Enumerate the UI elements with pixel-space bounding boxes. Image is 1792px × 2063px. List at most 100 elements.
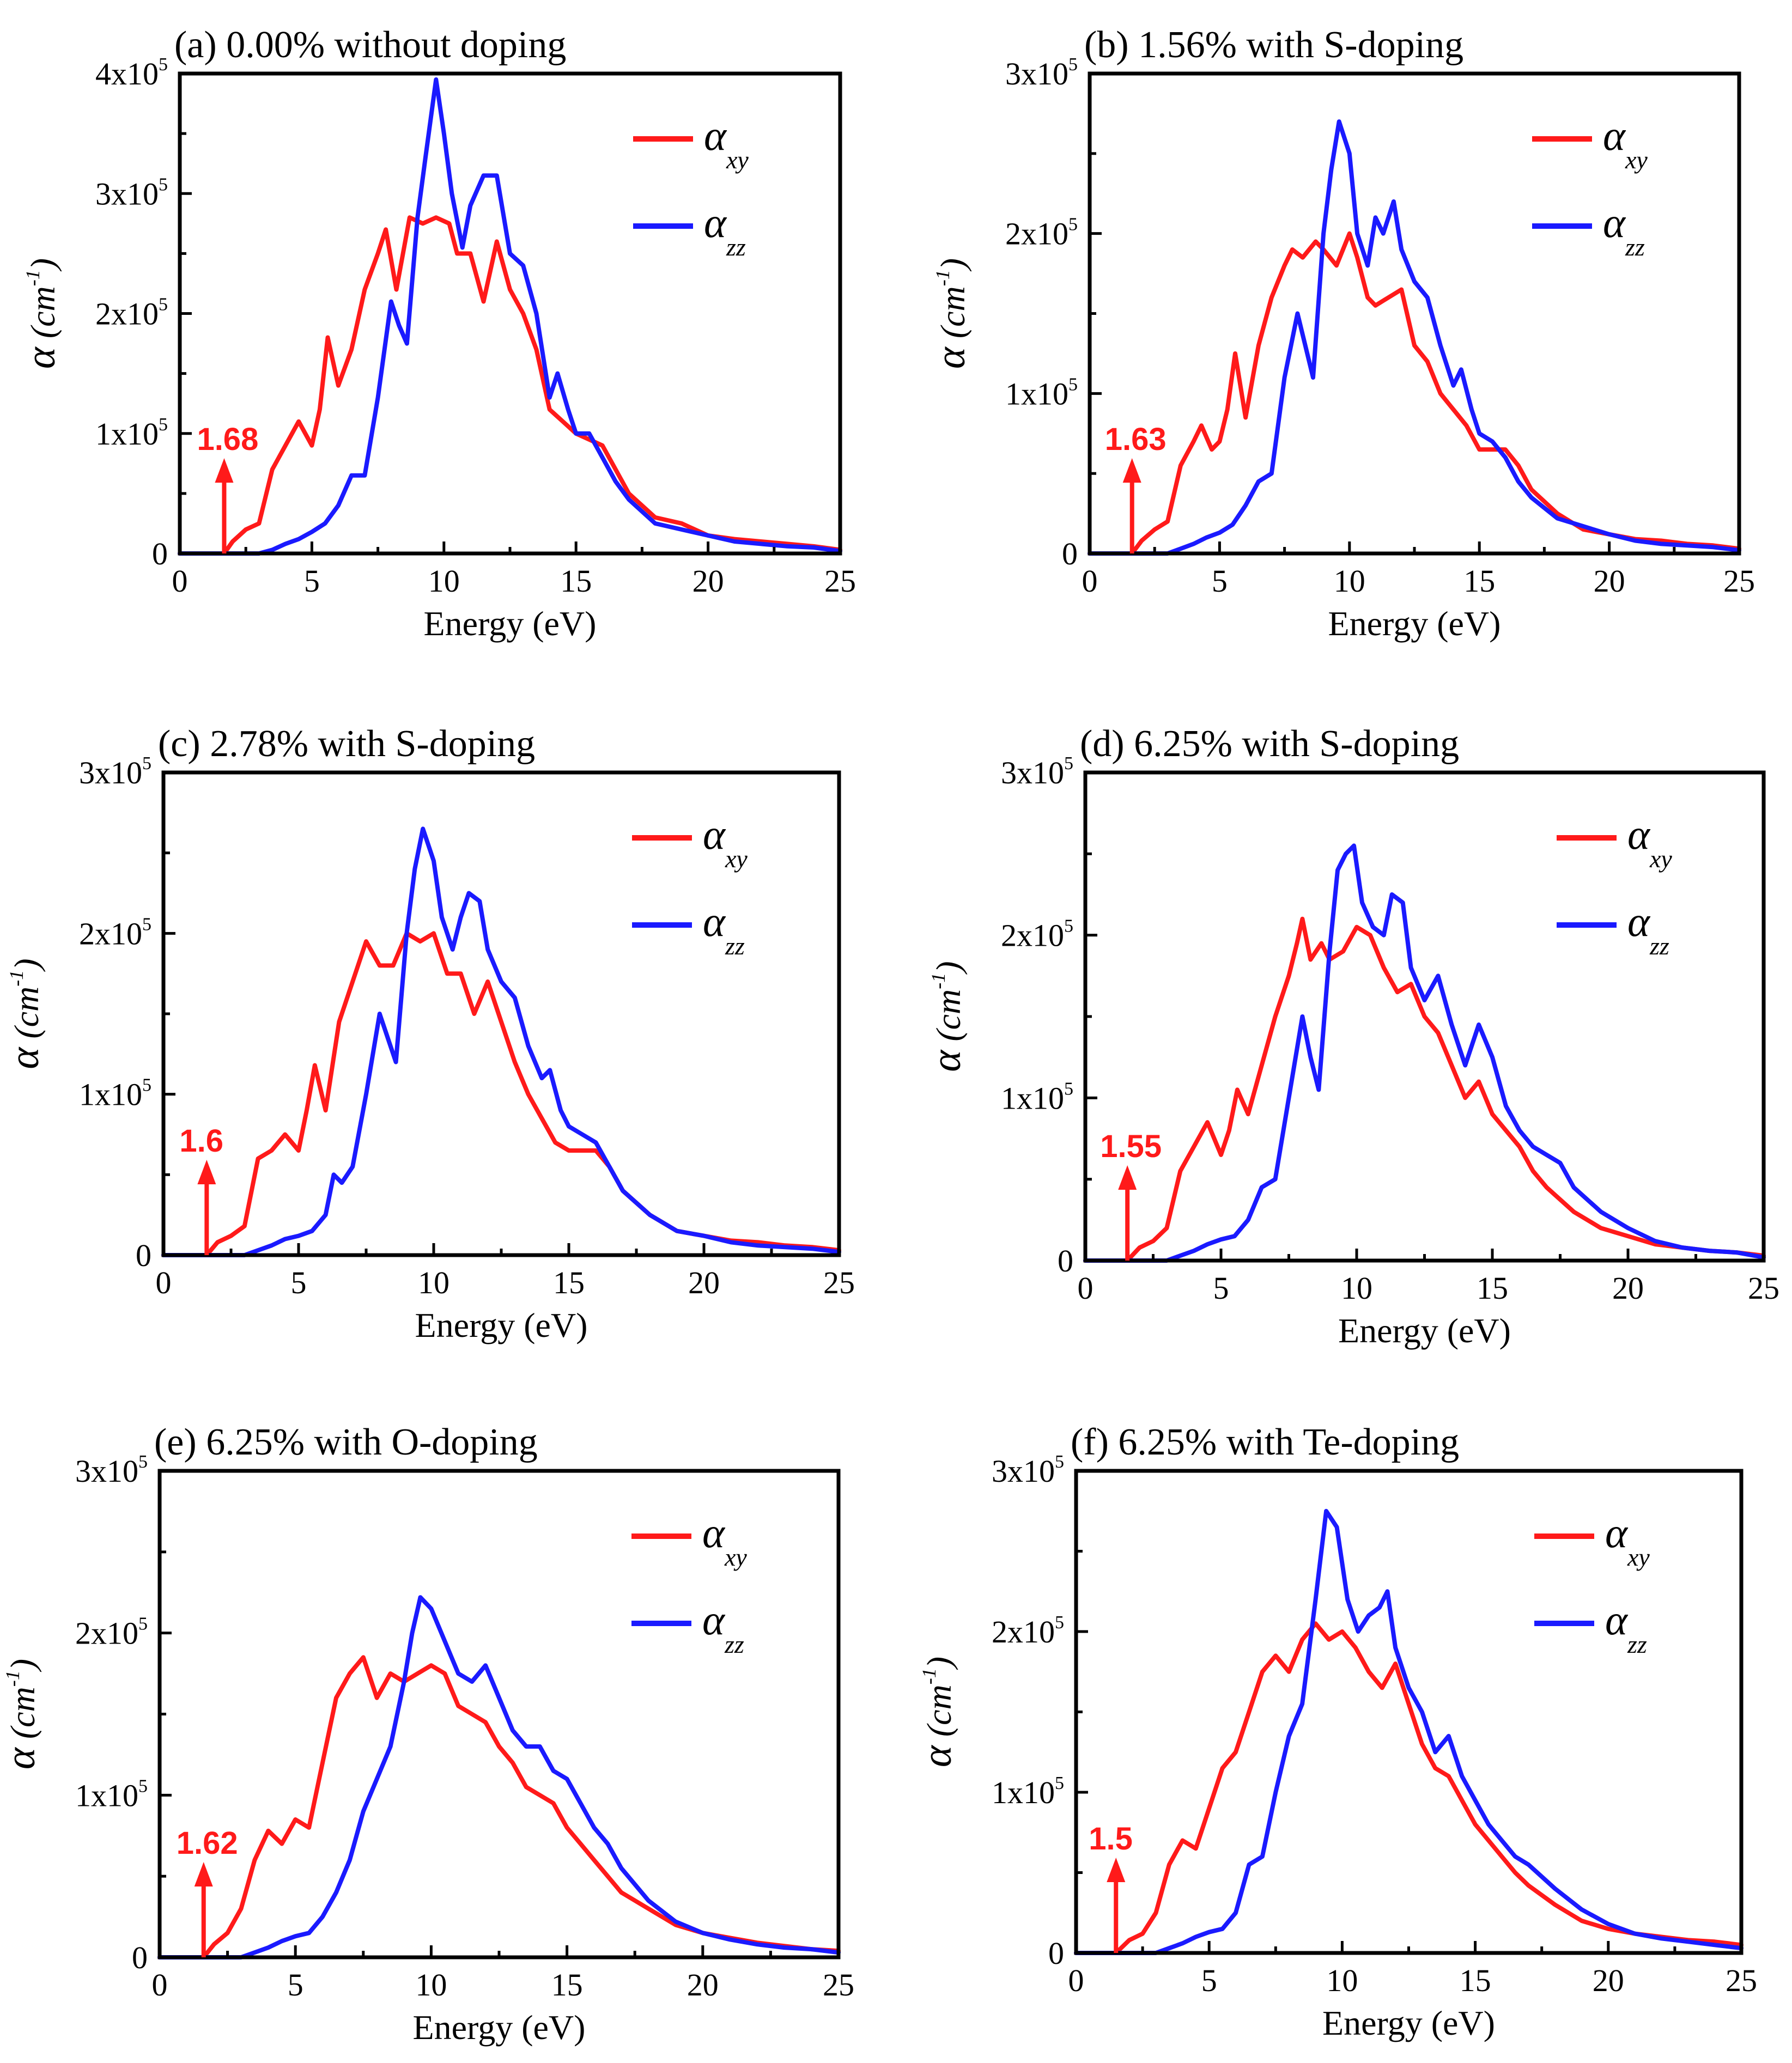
band-gap-label: 1.63	[1105, 422, 1167, 457]
legend-subscript: zz	[1627, 1630, 1647, 1658]
y-tick-label: 0	[1058, 1243, 1073, 1279]
band-gap-arrow-head	[1118, 1165, 1137, 1190]
x-tick-label: 10	[428, 563, 460, 599]
y-axis-unit-close: )	[23, 258, 62, 272]
x-tick-label: 0	[152, 1967, 168, 2003]
band-gap-arrow-head	[197, 1160, 216, 1184]
y-tick-mantissa: 2x10	[95, 296, 159, 332]
legend-symbol: α	[1605, 1596, 1629, 1644]
y-axis-unit: (cm	[929, 989, 968, 1050]
x-tick-label: 5	[288, 1967, 303, 2003]
y-tick-mantissa: 1x10	[79, 1077, 142, 1112]
y-tick-mantissa: 2x10	[992, 1614, 1055, 1650]
x-axis-label: Energy (eV)	[1338, 1311, 1511, 1350]
y-axis-unit: (cm	[7, 987, 46, 1048]
y-axis-label: α (cm-1)	[18, 258, 64, 369]
x-tick-label: 5	[1212, 563, 1228, 599]
y-axis-unit-close: )	[920, 1657, 958, 1670]
legend-symbol: α	[702, 1596, 726, 1644]
band-gap-arrow-head	[1107, 1858, 1126, 1882]
panel-title: (f) 6.25% with Te-doping	[1071, 1421, 1459, 1463]
y-tick-exponent: 5	[1068, 215, 1078, 235]
x-tick-label: 25	[823, 1967, 854, 2003]
x-tick-label: 25	[1726, 1963, 1757, 1998]
x-axis-label: Energy (eV)	[1328, 604, 1501, 643]
x-tick-label: 10	[415, 1967, 447, 2003]
x-tick-label: 10	[1326, 1963, 1358, 1998]
y-axis-label: α (cm-1)	[914, 1657, 960, 1767]
legend-symbol: α	[703, 898, 726, 945]
y-tick-mantissa: 3x10	[1005, 56, 1068, 92]
band-gap-label: 1.68	[197, 422, 258, 457]
x-axis-label: Energy (eV)	[1322, 2004, 1495, 2042]
y-tick-mantissa: 2x10	[75, 1616, 138, 1651]
y-axis-unit: (cm	[23, 286, 62, 347]
panel-title: (a) 0.00% without doping	[174, 24, 566, 66]
x-tick-label: 0	[156, 1265, 172, 1300]
y-tick-mantissa: 2x10	[1001, 918, 1064, 953]
y-tick-label: 2x105	[95, 295, 168, 332]
y-tick-label: 4x105	[95, 54, 168, 92]
x-axis-label: Energy (eV)	[424, 604, 597, 643]
y-tick-label: 3x105	[79, 753, 151, 790]
legend-subscript: zz	[726, 233, 746, 261]
y-tick-label: 2x105	[1005, 215, 1078, 252]
y-axis-unit: (cm	[933, 286, 972, 347]
legend-symbol: α	[702, 1509, 726, 1556]
y-tick-mantissa: 1x10	[992, 1775, 1055, 1810]
y-axis-unit-exponent: -1	[932, 270, 953, 286]
y-tick-label: 0	[136, 1238, 151, 1273]
y-tick-label: 2x105	[79, 914, 151, 951]
y-axis-label: α (cm-1)	[2, 958, 47, 1069]
y-tick-exponent: 5	[159, 174, 168, 194]
series-line-xy	[1083, 916, 1766, 1263]
legend-symbol: α	[1627, 898, 1651, 945]
y-tick-exponent: 5	[1068, 374, 1078, 394]
y-tick-label: 1x105	[95, 415, 168, 452]
series-line-xy	[1074, 1621, 1744, 1955]
x-tick-label: 15	[1477, 1270, 1508, 1306]
x-tick-label: 5	[1213, 1270, 1229, 1306]
x-tick-label: 15	[1460, 1963, 1491, 1998]
y-axis-unit-exponent: -1	[927, 973, 949, 989]
y-tick-exponent: 5	[1055, 1773, 1064, 1793]
legend-label-xy: αxy	[1603, 112, 1648, 174]
legend-label-zz: αzz	[702, 1596, 744, 1658]
y-tick-exponent: 5	[159, 54, 168, 75]
y-tick-label: 3x105	[992, 1452, 1064, 1489]
legend-subscript: xy	[724, 1543, 747, 1571]
y-tick-mantissa: 4x10	[95, 56, 159, 92]
x-tick-label: 20	[692, 563, 724, 599]
y-tick-exponent: 5	[159, 415, 168, 435]
y-tick-label: 1x105	[79, 1075, 151, 1112]
x-tick-label: 5	[304, 563, 320, 599]
y-tick-mantissa: 2x10	[1005, 216, 1068, 252]
y-tick-mantissa: 2x10	[79, 916, 142, 951]
band-gap-label: 1.5	[1089, 1821, 1133, 1857]
x-tick-label: 10	[1334, 563, 1365, 599]
legend-label-zz: αzz	[1627, 898, 1669, 960]
legend-subscript: xy	[1649, 845, 1672, 873]
y-axis-unit: (cm	[3, 1687, 42, 1748]
band-gap-arrow-head	[194, 1862, 213, 1886]
y-axis-unit-exponent: -1	[2, 1670, 23, 1687]
y-axis-label: α (cm-1)	[928, 258, 974, 369]
y-axis-unit-close: )	[7, 958, 46, 972]
legend-subscript: zz	[1625, 233, 1645, 261]
x-tick-label: 20	[1593, 1963, 1624, 1998]
band-gap-label: 1.62	[177, 1825, 238, 1861]
y-tick-label: 2x105	[75, 1614, 148, 1651]
band-gap-arrow-head	[1122, 458, 1141, 483]
legend-symbol: α	[1603, 199, 1626, 246]
series-line-zz	[1074, 1508, 1744, 1955]
series-line-zz	[1083, 843, 1766, 1263]
legend-subscript: zz	[724, 1630, 744, 1658]
y-tick-mantissa: 3x10	[95, 176, 159, 211]
y-axis-unit-close: )	[3, 1659, 42, 1672]
y-tick-mantissa: 3x10	[992, 1453, 1055, 1489]
series-line-xy	[178, 215, 842, 556]
